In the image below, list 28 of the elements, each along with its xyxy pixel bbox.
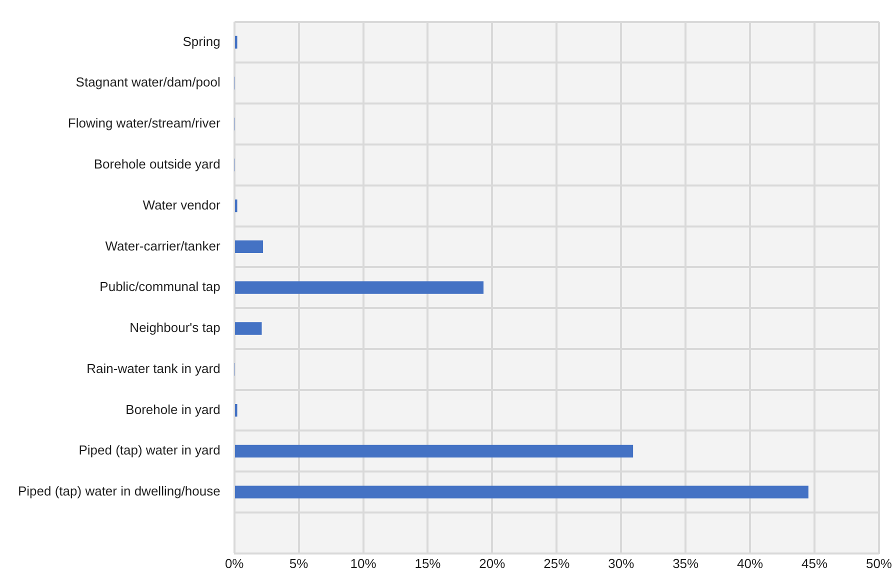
bar bbox=[235, 281, 484, 294]
y-tick-label: Borehole outside yard bbox=[94, 156, 220, 172]
y-tick-label: Water vendor bbox=[142, 197, 221, 212]
y-tick-label: Water-carrier/tanker bbox=[105, 238, 221, 254]
x-tick-label: 45% bbox=[802, 556, 828, 571]
x-tick-label: 30% bbox=[608, 556, 635, 571]
x-tick-label: 20% bbox=[479, 556, 506, 571]
x-tick-label: 50% bbox=[866, 556, 892, 571]
x-tick-label: 25% bbox=[544, 556, 570, 571]
x-tick-label: 15% bbox=[414, 556, 442, 571]
y-tick-label: Public/communal tap bbox=[100, 279, 220, 294]
x-tick-label: 40% bbox=[737, 556, 764, 571]
y-tick-label: Stagnant water/dam/pool bbox=[76, 74, 220, 90]
bar bbox=[235, 444, 634, 458]
y-tick-label: Piped (tap) water in yard bbox=[78, 442, 220, 458]
x-tick-label: 10% bbox=[350, 556, 377, 571]
y-tick-label: Flowing water/stream/river bbox=[68, 116, 221, 131]
x-tick-label: 0% bbox=[224, 556, 244, 571]
y-tick-label: Rain-water tank in yard bbox=[86, 360, 220, 376]
x-tick-label: 5% bbox=[289, 556, 309, 571]
bar bbox=[235, 240, 264, 254]
x-tick-label: 35% bbox=[672, 556, 700, 571]
y-tick-label: Piped (tap) water in dwelling/house bbox=[18, 484, 220, 499]
bar bbox=[235, 322, 262, 335]
y-tick-label: Spring bbox=[182, 34, 220, 49]
y-tick-label: Neighbour's tap bbox=[130, 320, 220, 336]
y-tick-label: Borehole in yard bbox=[126, 402, 220, 417]
bar bbox=[235, 486, 808, 498]
